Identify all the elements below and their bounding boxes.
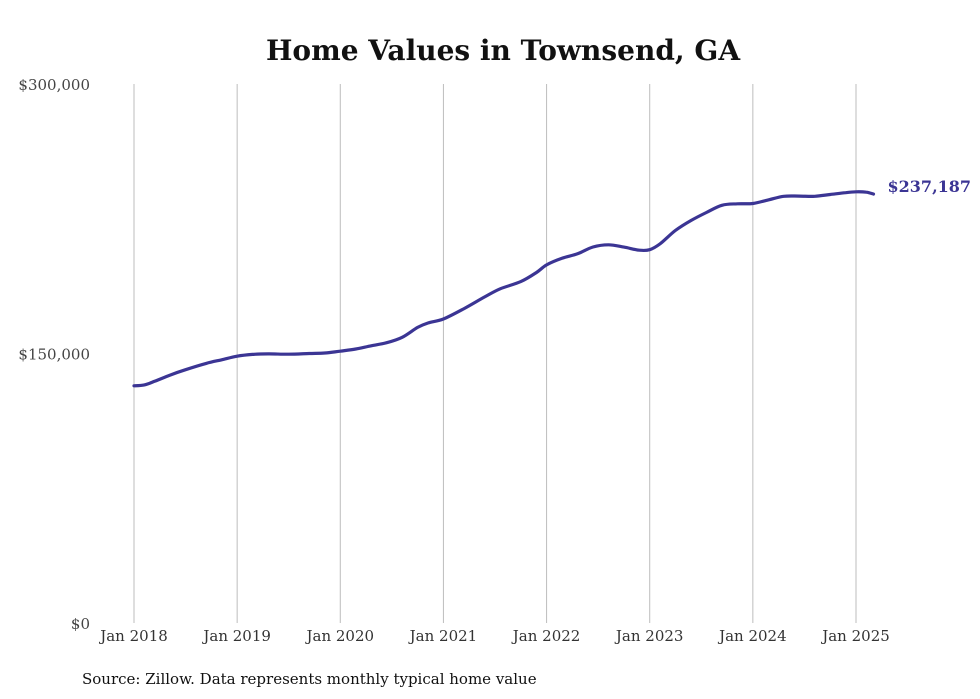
x-axis: Jan 2018 Jan 2019 Jan 2020 Jan 2021 Jan 2022… [98,627,890,645]
x-tick-label: Jan 2018 [98,627,168,645]
x-tick-label: Jan 2022 [511,627,581,645]
chart-title: Home Values in Townsend, GA [266,34,741,67]
y-tick-label: $0 [71,615,90,633]
series-line [132,190,876,388]
x-tick-label: Jan 2019 [201,627,271,645]
end-value-label: $237,187 [888,177,972,196]
y-tick-label: $150,000 [18,346,90,364]
x-tick-label: Jan 2021 [408,627,478,645]
x-tick-label: Jan 2023 [614,627,684,645]
x-tick-label: Jan 2020 [305,627,375,645]
source-note: Source: Zillow. Data represents monthly … [82,670,537,688]
grid-lines [133,84,857,623]
y-tick-label: $300,000 [18,76,90,94]
x-tick-label: Jan 2025 [820,627,890,645]
y-axis: $0 $150,000 $300,000 [18,76,90,633]
x-tick-label: Jan 2024 [717,627,787,645]
